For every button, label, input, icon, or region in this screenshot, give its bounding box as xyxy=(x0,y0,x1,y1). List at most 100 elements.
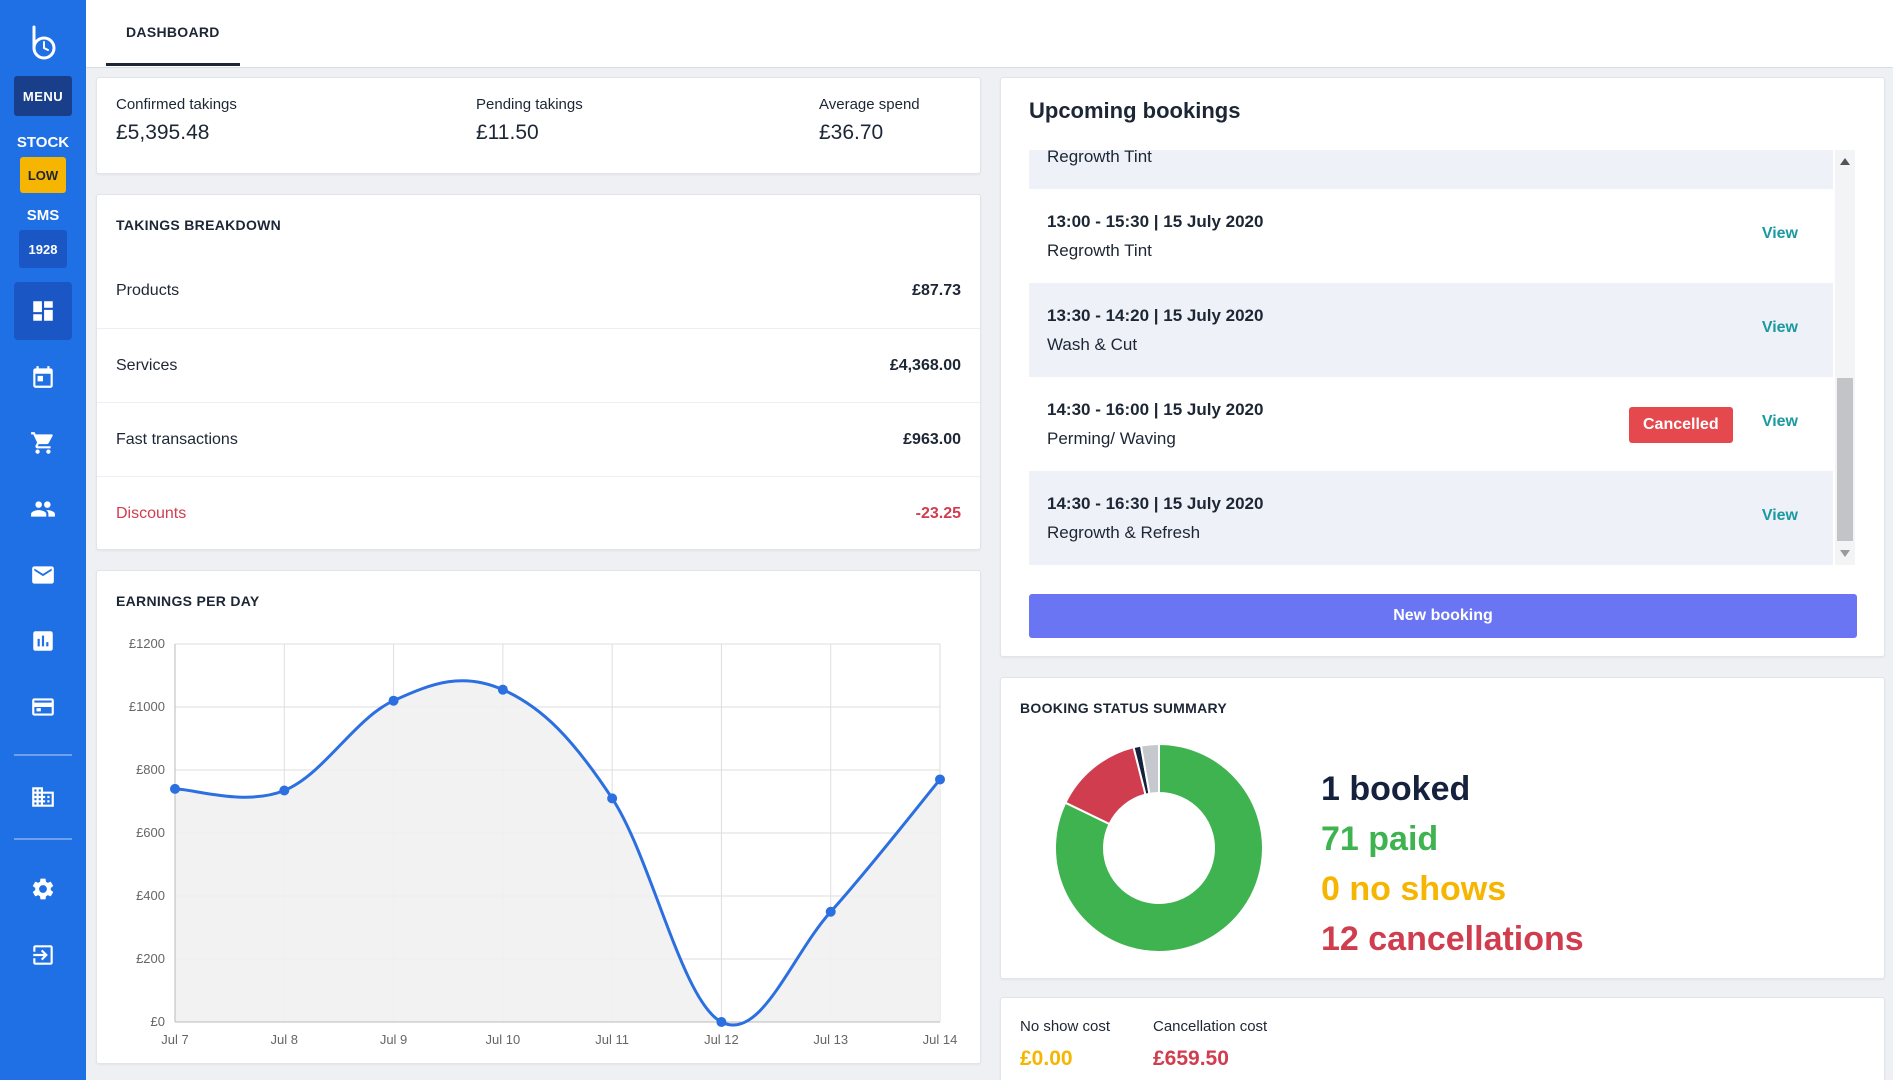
booking-item[interactable]: 13:30 - 14:20 | 15 July 2020 Wash & Cut … xyxy=(1029,283,1833,377)
x-tick-label: Jul 14 xyxy=(923,1032,958,1047)
earnings-data-point[interactable] xyxy=(825,906,836,917)
y-tick-label: £600 xyxy=(136,825,165,840)
booking-item[interactable]: 14:30 - 16:00 | 15 July 2020 Perming/ Wa… xyxy=(1029,377,1833,471)
breakdown-row-products: Products £87.73 xyxy=(97,254,980,328)
average-spend: Average spend £36.70 xyxy=(819,96,920,145)
confirmed-takings: Confirmed takings £5,395.48 xyxy=(116,96,237,145)
upcoming-bookings-title: Upcoming bookings xyxy=(1029,98,1241,123)
breakdown-row-services: Services £4,368.00 xyxy=(97,328,980,402)
earnings-data-point[interactable] xyxy=(279,785,290,796)
takings-breakdown-card: TAKINGS BREAKDOWN Products £87.73 Servic… xyxy=(96,194,981,550)
earnings-area-fill xyxy=(175,680,940,1026)
stock-label: STOCK xyxy=(16,134,70,151)
x-tick-label: Jul 7 xyxy=(161,1032,188,1047)
no-show-cost-label: No show cost xyxy=(1020,1018,1111,1035)
app-logo[interactable] xyxy=(20,20,66,66)
breakdown-row-label: Discounts xyxy=(116,504,187,522)
calendar-icon xyxy=(33,366,53,388)
breakdown-row-discounts: Discounts -23.25 xyxy=(97,476,980,550)
booking-time: 13:30 - 14:20 | 15 July 2020 xyxy=(1047,306,1264,325)
scroll-thumb[interactable] xyxy=(1837,378,1853,541)
booking-item[interactable]: 13:00 - 15:30 | 15 July 2020 Regrowth Ti… xyxy=(1029,189,1833,283)
booking-service: Perming/ Waving xyxy=(1047,429,1176,448)
x-tick-label: Jul 8 xyxy=(271,1032,298,1047)
booking-service: Regrowth Tint xyxy=(1047,150,1152,166)
donut-slice-paid[interactable] xyxy=(1054,742,1264,953)
breakdown-row-fast-transactions: Fast transactions £963.00 xyxy=(97,402,980,476)
booking-list-scrollbar[interactable] xyxy=(1835,150,1855,565)
nav-settings[interactable] xyxy=(14,860,72,918)
earnings-data-point[interactable] xyxy=(716,1017,727,1027)
pending-takings: Pending takings £11.50 xyxy=(476,96,583,145)
tab-dashboard[interactable]: DASHBOARD xyxy=(106,0,240,66)
pending-takings-value: £11.50 xyxy=(476,121,539,144)
y-tick-label: £1200 xyxy=(129,636,165,651)
nav-shop[interactable] xyxy=(14,414,72,472)
booking-item[interactable]: 14:30 - 16:30 | 15 July 2020 Regrowth & … xyxy=(1029,471,1833,565)
nav-business[interactable] xyxy=(14,768,72,826)
menu-button[interactable]: MENU xyxy=(14,76,72,116)
takings-breakdown-title: TAKINGS BREAKDOWN xyxy=(116,217,282,233)
earnings-per-day-card: EARNINGS PER DAY £0 £200 £400 £600 £800 £1000… xyxy=(96,570,981,1064)
booking-list: Regrowth Tint View 13:00 - 15:30 | 15 Ju… xyxy=(1029,150,1833,565)
dashboard-icon xyxy=(33,301,53,321)
earnings-title: EARNINGS PER DAY xyxy=(116,593,260,609)
x-tick-label: Jul 10 xyxy=(486,1032,521,1047)
stock-status-badge[interactable]: LOW xyxy=(20,157,66,193)
x-tick-label: Jul 11 xyxy=(595,1032,629,1047)
status-legend: 1 booked 71 paid 0 no shows 12 cancellat… xyxy=(1321,764,1584,964)
nav-payments[interactable] xyxy=(14,678,72,736)
costs-card: No show cost £0.00 Cancellation cost £65… xyxy=(1000,997,1885,1080)
breakdown-row-amount: £87.73 xyxy=(912,282,961,299)
booking-view-link[interactable]: View xyxy=(1761,507,1798,524)
takings-summary-card: Confirmed takings £5,395.48 Pending taki… xyxy=(96,77,981,174)
booking-service: Wash & Cut xyxy=(1047,335,1138,354)
status-no-shows: 0 no shows xyxy=(1321,870,1507,908)
cart-icon xyxy=(31,432,53,454)
card-icon xyxy=(32,698,54,716)
x-tick-label: Jul 9 xyxy=(380,1032,407,1047)
earnings-data-point[interactable] xyxy=(388,695,399,706)
nav-logout[interactable] xyxy=(14,926,72,984)
booking-view-link[interactable]: View xyxy=(1761,319,1798,336)
x-tick-label: Jul 12 xyxy=(704,1032,739,1047)
sms-label: SMS xyxy=(26,207,60,224)
booking-view-link[interactable]: View xyxy=(1761,413,1798,430)
booking-status-title: BOOKING STATUS SUMMARY xyxy=(1020,700,1228,716)
top-bar: DASHBOARD xyxy=(86,0,1893,68)
booking-service: Regrowth Tint xyxy=(1047,241,1152,260)
earnings-data-point[interactable] xyxy=(935,774,945,785)
nav-reports[interactable] xyxy=(14,612,72,670)
status-cancellations: 12 cancellations xyxy=(1321,920,1584,958)
booking-time: 14:30 - 16:00 | 15 July 2020 xyxy=(1047,400,1264,419)
sms-count-badge[interactable]: 1928 xyxy=(19,230,67,268)
breakdown-row-label: Services xyxy=(116,356,178,374)
y-tick-label: £0 xyxy=(151,1014,165,1029)
earnings-data-point[interactable] xyxy=(170,783,180,794)
booking-status-donut xyxy=(1054,742,1264,953)
breakdown-row-label: Products xyxy=(116,282,180,299)
new-booking-button[interactable]: New booking xyxy=(1029,594,1857,638)
people-icon xyxy=(31,501,55,517)
no-show-cost-value: £0.00 xyxy=(1020,1047,1073,1070)
mail-icon xyxy=(32,566,54,584)
scroll-up-arrow-icon[interactable] xyxy=(1840,158,1850,165)
booking-item[interactable]: Regrowth Tint View xyxy=(1029,150,1833,189)
logout-icon xyxy=(33,945,53,965)
confirmed-takings-value: £5,395.48 xyxy=(116,121,210,144)
scroll-down-arrow-icon[interactable] xyxy=(1840,550,1850,557)
earnings-data-point[interactable] xyxy=(497,684,508,695)
earnings-data-point[interactable] xyxy=(607,793,618,804)
cancellation-cost-value: £659.50 xyxy=(1153,1047,1229,1070)
nav-calendar[interactable] xyxy=(14,348,72,406)
status-paid: 71 paid xyxy=(1321,820,1439,858)
nav-clients[interactable] xyxy=(14,480,72,538)
chart-icon xyxy=(33,631,53,651)
booking-view-link[interactable]: View xyxy=(1761,225,1798,242)
breakdown-row-amount: -23.25 xyxy=(915,504,961,522)
nav-messages[interactable] xyxy=(14,546,72,604)
nav-dashboard[interactable] xyxy=(14,282,72,340)
booking-service: Regrowth & Refresh xyxy=(1047,523,1201,542)
cancellation-cost: Cancellation cost £659.50 xyxy=(1153,1018,1267,1071)
donut-slice-other[interactable] xyxy=(1139,742,1160,795)
